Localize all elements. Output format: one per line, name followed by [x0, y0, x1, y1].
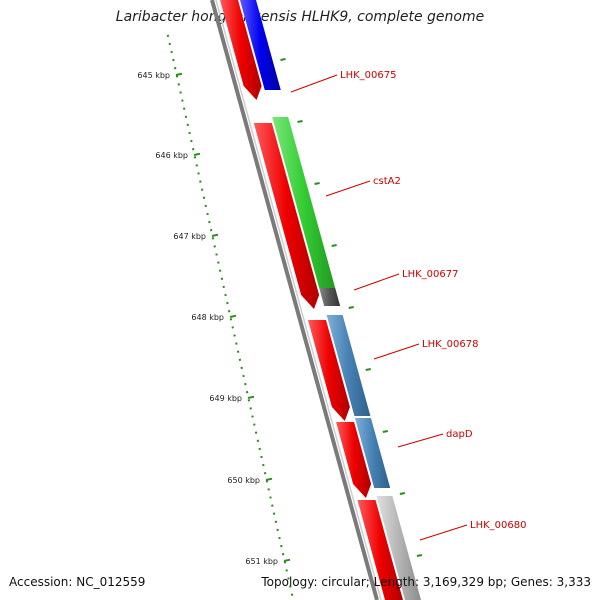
gene-leader-line [290, 74, 338, 93]
cds-arrow-5 [357, 500, 403, 600]
labels-group: LHK_00675 cstA2 LHK_00677 LHK_00678 dapD LHK_… [290, 70, 526, 541]
gene-label[interactable]: LHK_00680 [470, 520, 526, 531]
ruler-tick-label: 649 kbp [209, 394, 242, 403]
gene-block-LHK_00680 [376, 496, 421, 600]
ruler-tick-label: 645 kbp [137, 71, 170, 80]
backbone-highlight [215, 0, 382, 600]
ruler-major-tick [193, 152, 201, 156]
gene-block-cstA2 [272, 117, 336, 288]
cds-arrow-1 [220, 0, 262, 100]
ruler-major-tick [247, 395, 255, 399]
ruler-tick-label: 650 kbp [227, 476, 260, 485]
gene-leader-line [353, 273, 400, 291]
ruler-tick-label: 651 kbp [245, 557, 278, 566]
map-title: Laribacter hongkongensis HLHK9, complete… [115, 9, 485, 25]
ruler-major-tick [211, 233, 219, 237]
ruler-tick-label: 647 kbp [173, 232, 206, 241]
backbone-line [210, 0, 379, 600]
outer-tick [382, 430, 388, 433]
cds-arrow-2 [253, 123, 320, 309]
ruler-tick-label: 646 kbp [155, 151, 188, 160]
genome-summary: Topology: circular; Length: 3,169,329 bp… [261, 575, 591, 589]
accession-text: Accession: NC_012559 [9, 575, 146, 589]
outer-tick [314, 182, 320, 185]
features-group [220, 0, 423, 600]
outer-tick [280, 58, 286, 61]
ruler-tick-label: 648 kbp [191, 313, 224, 322]
ruler-group: 645 kbp 646 kbp 647 kbp 648 kbp 649 kbp 650 k… [137, 34, 294, 596]
outer-tick [416, 554, 423, 557]
gene-label[interactable]: dapD [446, 429, 473, 440]
gene-leader-line [373, 343, 420, 360]
outer-tick [348, 306, 354, 309]
ruler-major-tick [175, 72, 183, 76]
ruler-major-tick [265, 477, 273, 481]
gene-leader-line [325, 180, 371, 197]
gene-leader-line [419, 524, 468, 541]
cds-arrow-4 [336, 422, 372, 498]
gene-label[interactable]: LHK_00678 [422, 339, 478, 350]
outer-tick [331, 244, 337, 247]
gene-block-dapD [354, 418, 391, 488]
outer-tick [399, 492, 406, 495]
gene-leader-line [397, 433, 444, 448]
gene-label[interactable]: LHK_00677 [402, 269, 458, 280]
ruler-major-tick [283, 558, 291, 562]
backbone-group [210, 0, 382, 600]
gene-block-LHK_00675 [240, 0, 281, 90]
gene-block-LHK_00677 [319, 288, 341, 306]
gene-block-LHK_00678 [326, 315, 371, 416]
gene-label[interactable]: cstA2 [373, 176, 401, 187]
cds-arrow-3 [308, 320, 350, 421]
gene-label[interactable]: LHK_00675 [340, 70, 396, 81]
outer-tick [365, 368, 371, 371]
ruler-major-tick [229, 314, 237, 318]
outer-tick [297, 120, 303, 123]
